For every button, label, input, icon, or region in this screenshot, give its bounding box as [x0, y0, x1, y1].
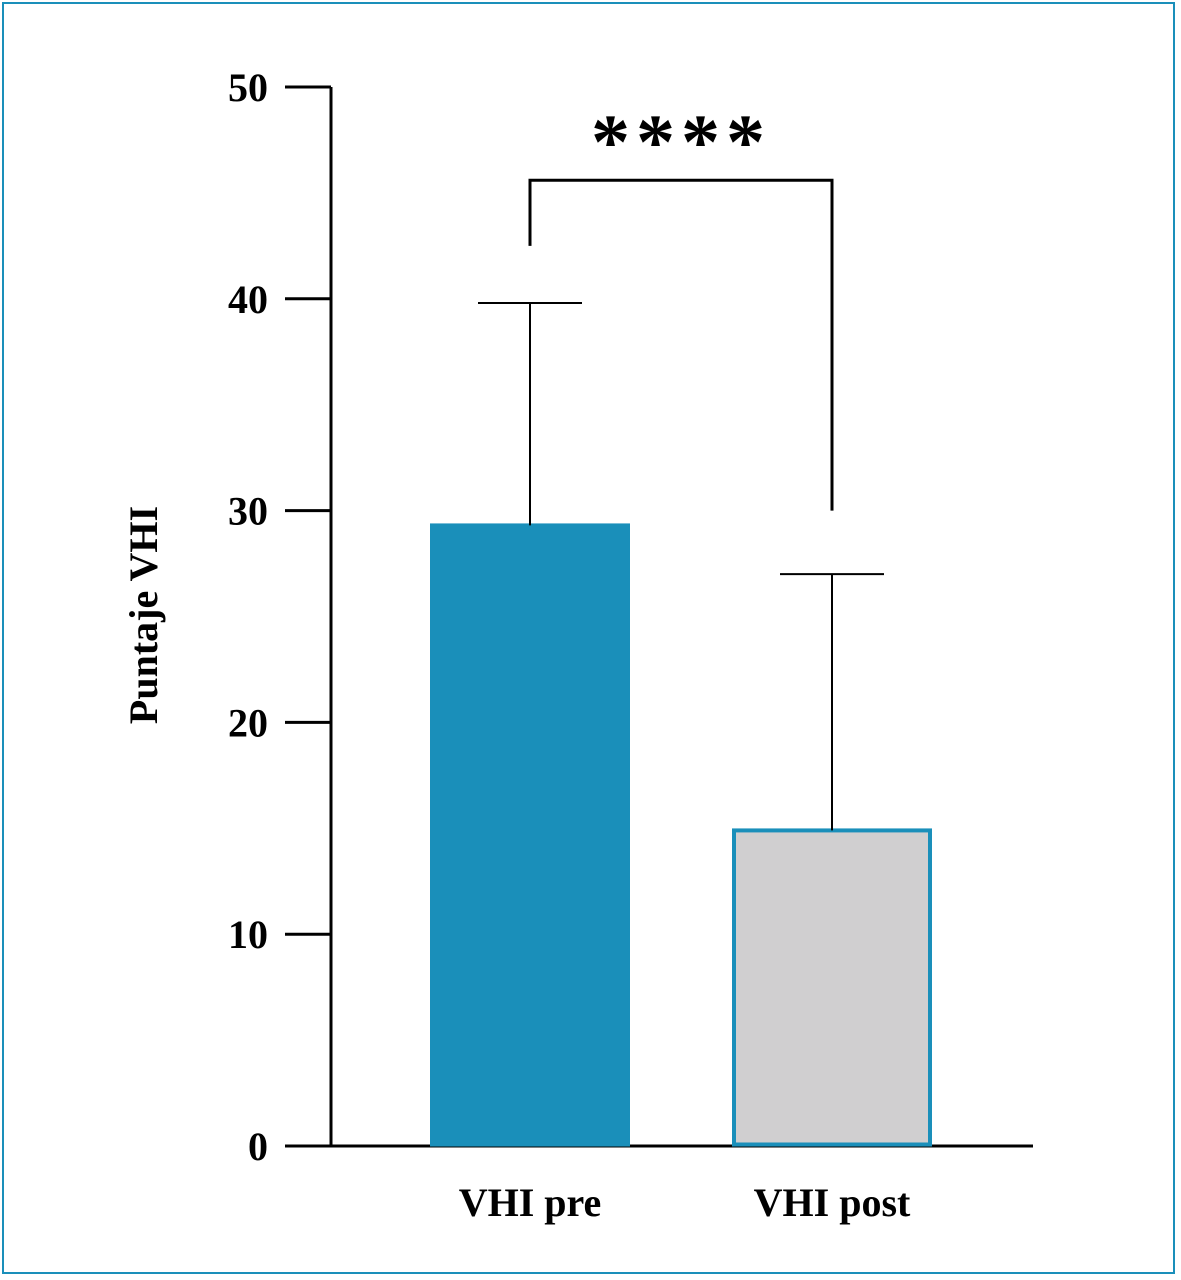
- y-axis-title: Puntaje VHI: [121, 506, 166, 724]
- y-tick-label: 20: [228, 700, 268, 745]
- y-tick-label: 50: [228, 65, 268, 110]
- y-tick-label: 40: [228, 277, 268, 322]
- bars: [430, 523, 932, 1147]
- significance-label: ****: [591, 98, 771, 185]
- y-tick-label: 30: [228, 489, 268, 534]
- bar: [732, 828, 932, 1147]
- y-tick-label: 0: [248, 1124, 268, 1169]
- bar: [430, 523, 630, 1147]
- significance-bracket: [528, 178, 834, 511]
- x-category-label: VHI post: [754, 1180, 911, 1225]
- y-axis: 0 10 20 30 40 50: [228, 65, 333, 1169]
- x-axis: VHI pre VHI post: [285, 1144, 1033, 1225]
- y-tick-label: 10: [228, 912, 268, 957]
- x-category-label: VHI pre: [459, 1180, 602, 1225]
- error-bars: [478, 302, 884, 831]
- significance-bracket-line: [528, 178, 834, 511]
